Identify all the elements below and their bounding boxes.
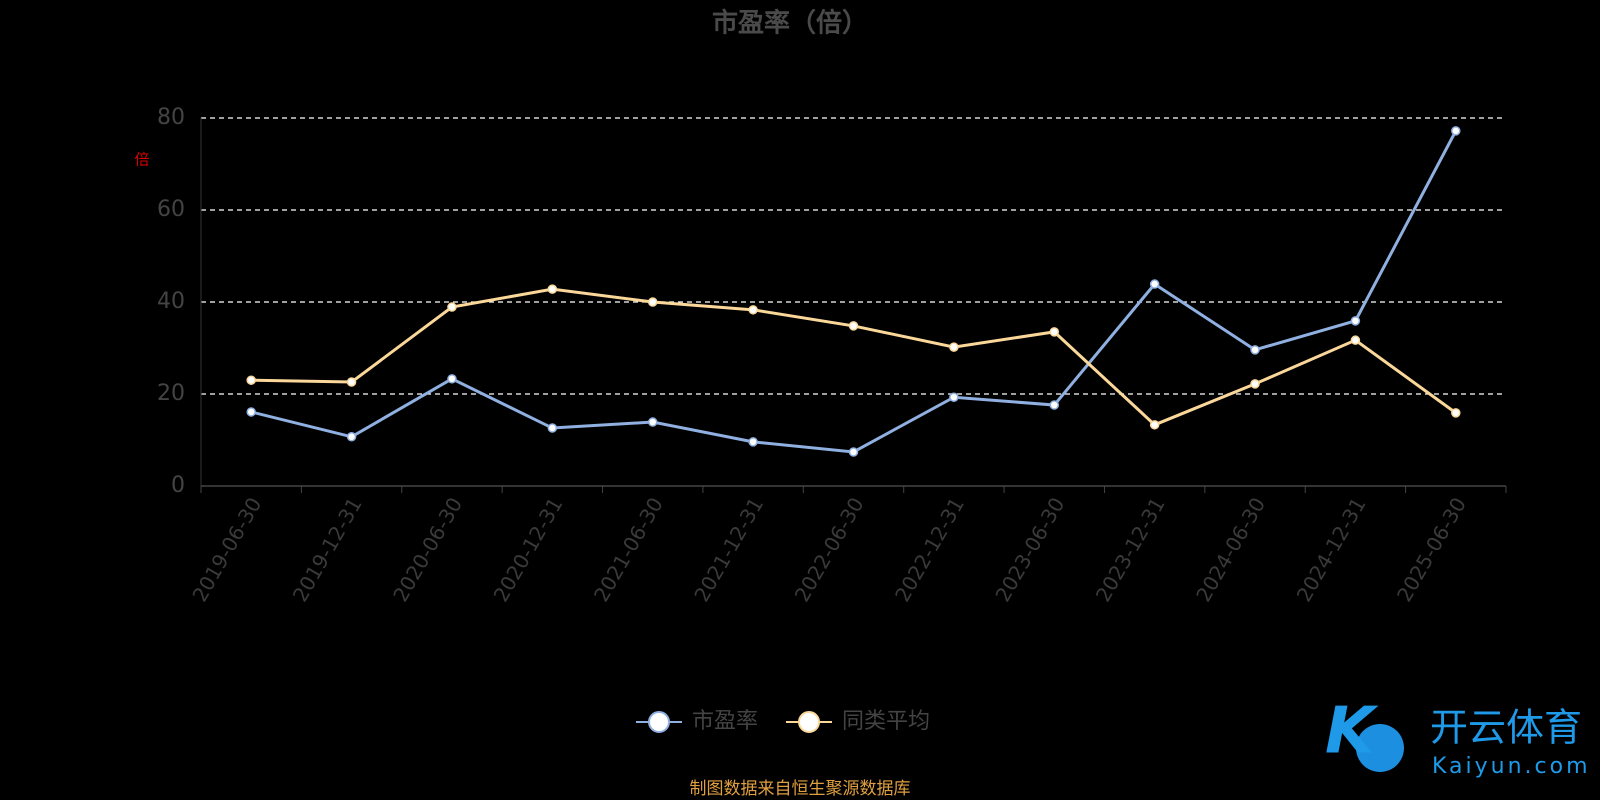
data-point (346, 432, 357, 442)
logo-ball (1356, 724, 1404, 772)
watermark: K 开云体育 Kaiyun.com (1325, 695, 1591, 779)
y-tick-label: 40 (157, 289, 185, 314)
y-tick-label: 60 (157, 197, 185, 222)
watermark-name: 开云体育 (1430, 706, 1582, 750)
source-note: 制图数据来自恒生聚源数据库 (690, 779, 911, 799)
logo-k: K (1325, 695, 1379, 769)
data-point (1049, 327, 1060, 337)
data-point (1049, 400, 1060, 410)
watermark-site: Kaiyun.com (1432, 754, 1591, 779)
y-axis-label: 倍 (134, 151, 149, 169)
legend-marker (798, 711, 820, 733)
data-point (647, 297, 658, 307)
data-point (1451, 408, 1461, 418)
data-point (1149, 279, 1160, 289)
y-tick-label: 20 (157, 381, 185, 406)
data-point (1451, 126, 1461, 136)
data-point (1250, 379, 1260, 389)
data-point (1350, 335, 1361, 345)
data-point (949, 342, 959, 352)
data-point (246, 375, 256, 385)
data-point (1250, 345, 1260, 355)
data-point (547, 423, 558, 433)
data-point (1149, 420, 1160, 430)
data-point (447, 302, 457, 312)
data-point (647, 417, 658, 427)
data-point (949, 392, 959, 402)
legend-label: 同类平均 (842, 709, 930, 734)
data-point (1350, 316, 1361, 326)
data-point (848, 321, 859, 331)
chart-title: 市盈率（倍） (712, 8, 868, 39)
data-point (748, 437, 758, 447)
data-point (748, 305, 758, 315)
y-tick-label: 80 (157, 105, 185, 130)
data-point (848, 447, 859, 457)
legend-marker (648, 711, 670, 733)
y-tick-label: 0 (171, 473, 185, 498)
data-point (547, 284, 558, 294)
data-point (447, 374, 457, 384)
legend-label: 市盈率 (692, 709, 758, 734)
data-point (346, 377, 357, 387)
data-point (246, 407, 256, 417)
